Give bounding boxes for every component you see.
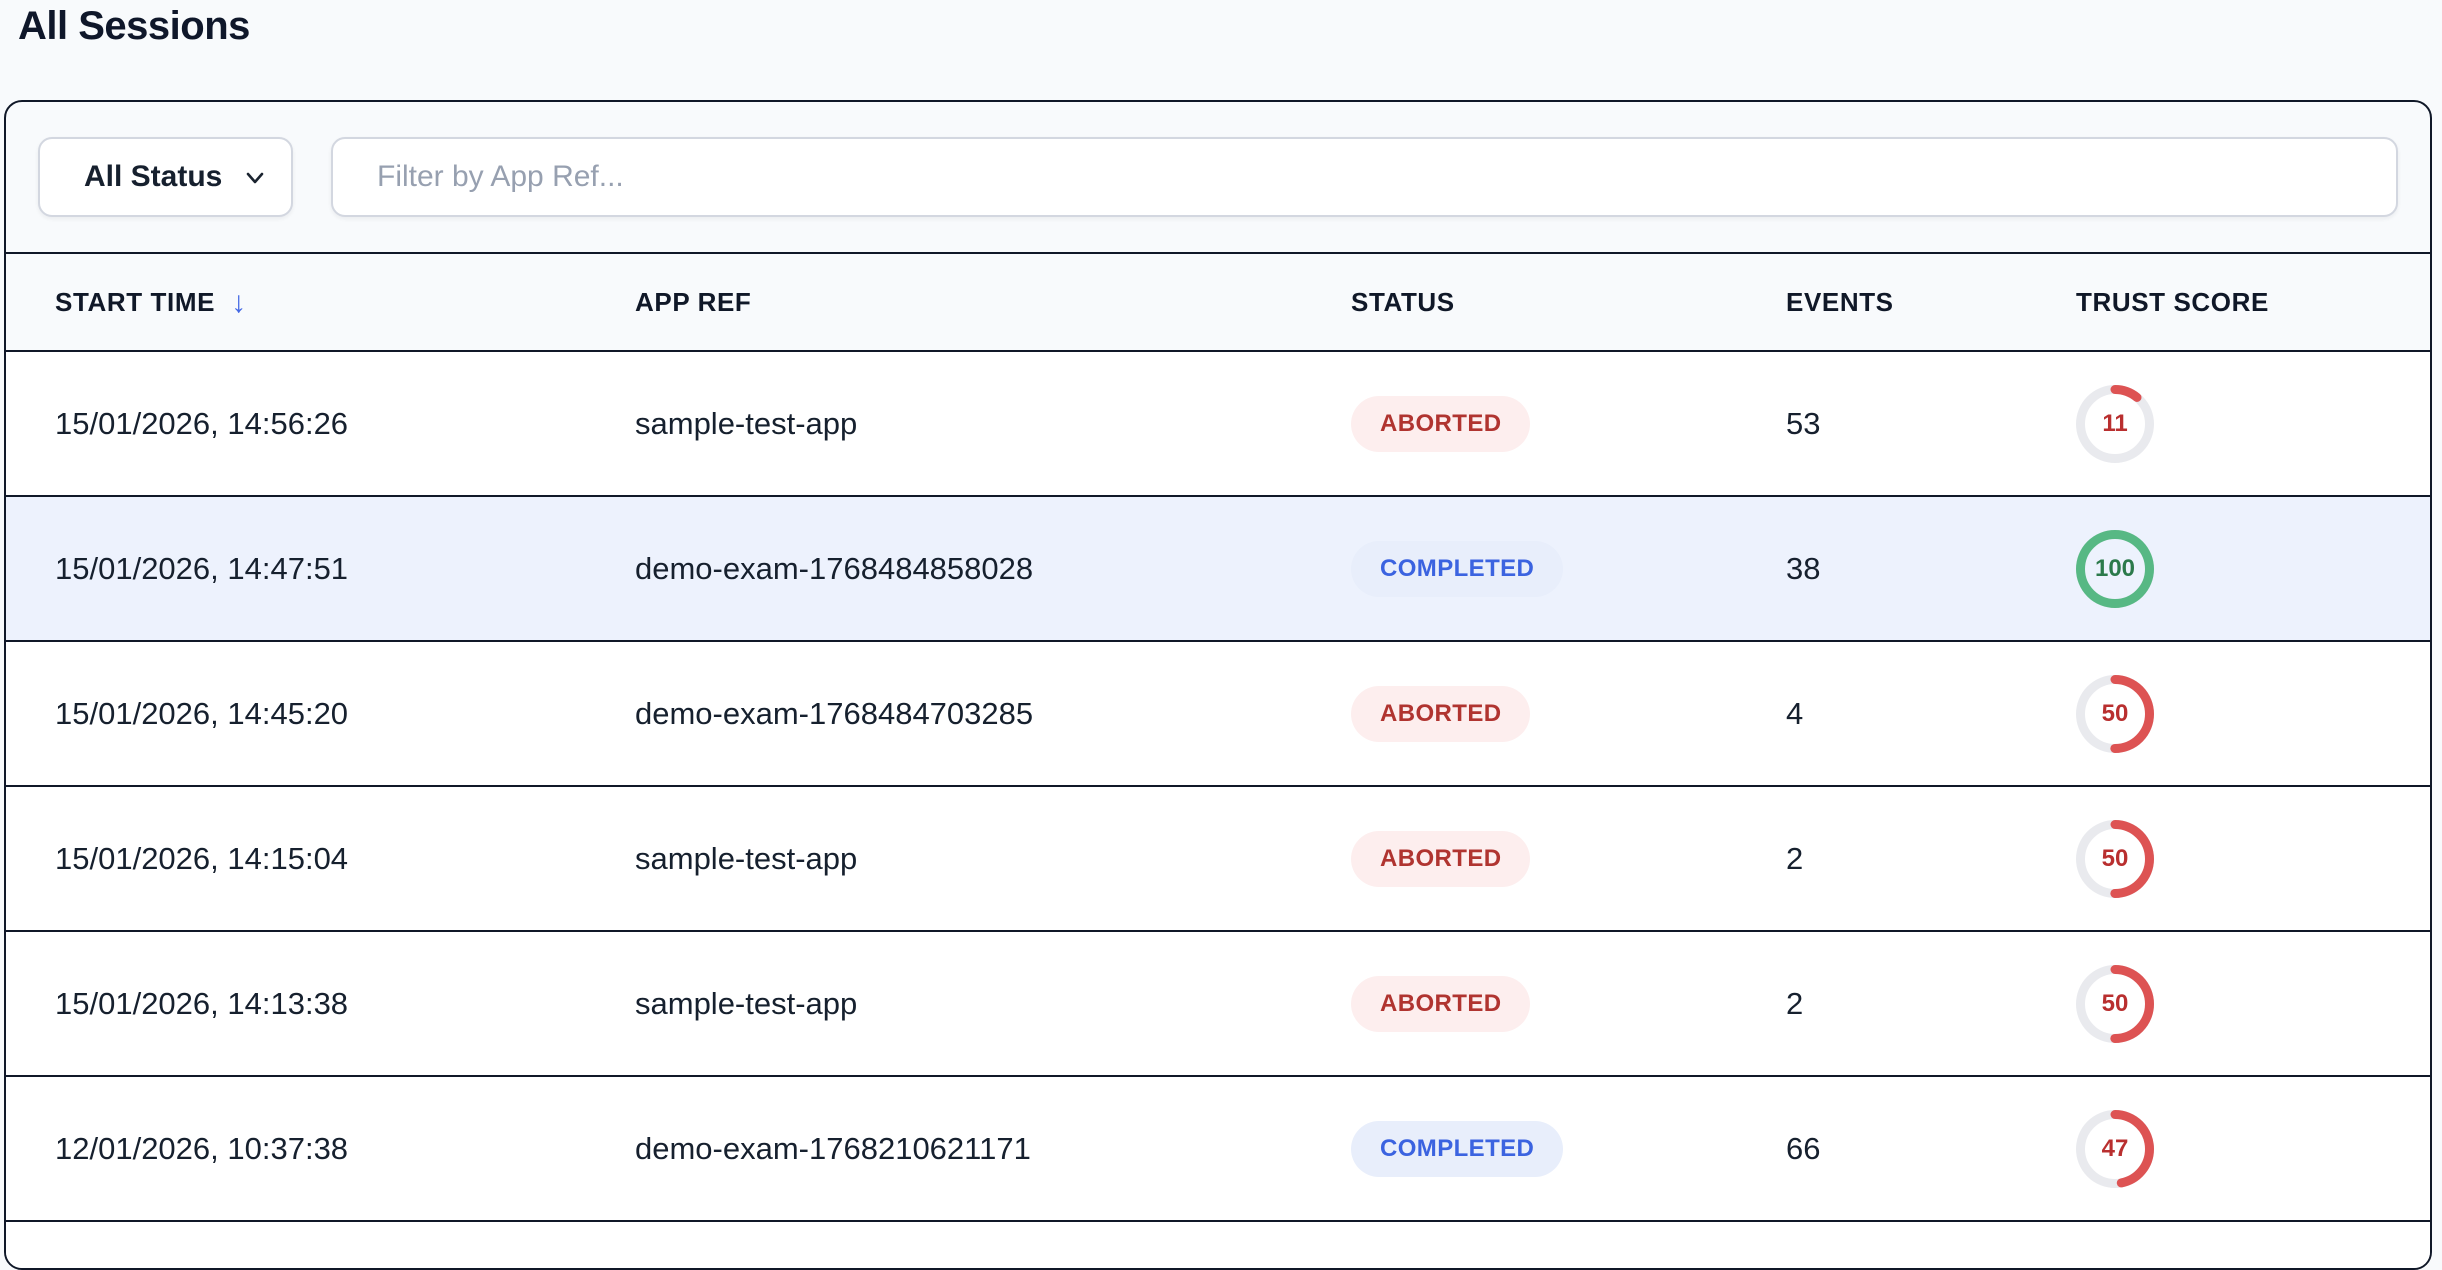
trust-score-value: 50 [2101, 989, 2129, 1017]
session-events-count: 2 [1786, 840, 1804, 876]
session-app-ref: sample-test-app [635, 405, 858, 441]
trust-score-ring-svg [2076, 964, 2154, 1043]
session-app-ref: demo-exam-1768210621171 [635, 1130, 1031, 1166]
session-start-time: 12/01/2026, 10:37:38 [55, 1130, 349, 1166]
table-filler [6, 1222, 2430, 1268]
trust-score-value: 47 [2101, 1134, 2129, 1162]
filter-bar: All Status [6, 102, 2430, 252]
session-row[interactable]: 15/01/2026, 14:13:38 sample-test-app ABO… [6, 931, 2430, 1077]
status-filter-select[interactable]: All Status [38, 137, 293, 217]
session-row[interactable]: 15/01/2026, 14:45:20 demo-exam-176848470… [6, 641, 2430, 787]
session-row[interactable]: 15/01/2026, 14:15:04 sample-test-app ABO… [6, 786, 2430, 932]
trust-score-value: 50 [2101, 844, 2129, 872]
page-title: All Sessions [18, 4, 250, 48]
session-start-time: 15/01/2026, 14:56:26 [55, 405, 349, 441]
session-app-ref: sample-test-app [635, 840, 858, 876]
app-ref-filter-input[interactable] [331, 137, 2398, 217]
trust-score-ring-svg [2076, 1109, 2154, 1188]
trust-score-value: 50 [2101, 699, 2129, 727]
session-app-ref: sample-test-app [635, 985, 858, 1021]
column-header-trust-score[interactable]: TRUST SCORE [2076, 252, 2430, 352]
session-events-count: 53 [1786, 405, 1821, 441]
session-events-count: 66 [1786, 1130, 1821, 1166]
chevron-down-icon [241, 163, 269, 191]
sessions-table-body: 15/01/2026, 14:56:26 sample-test-app ABO… [6, 351, 2430, 1222]
trust-score-value: 100 [2094, 554, 2136, 582]
trust-score-ring-svg [2076, 819, 2154, 898]
session-app-ref: demo-exam-1768484703285 [635, 695, 1034, 731]
session-events-count: 4 [1786, 695, 1804, 731]
column-header-start-time[interactable]: START TIME ↓ [6, 252, 635, 352]
trust-score-ring-svg [2076, 529, 2154, 608]
trust-score-ring: 50 [2076, 674, 2154, 753]
sessions-table: START TIME ↓ APP REF STATUS EVENTS TRUST … [6, 252, 2430, 1222]
session-events-count: 2 [1786, 985, 1804, 1021]
session-row[interactable]: 15/01/2026, 14:56:26 sample-test-app ABO… [6, 351, 2430, 497]
session-app-ref: demo-exam-1768484858028 [635, 550, 1034, 586]
trust-score-ring: 50 [2076, 819, 2154, 898]
trust-score-ring: 47 [2076, 1109, 2154, 1188]
session-row[interactable]: 12/01/2026, 10:37:38 demo-exam-176821062… [6, 1076, 2430, 1222]
trust-score-ring-svg [2076, 674, 2154, 753]
sessions-card: All Status START TIME↓ APP REF STATUS EV… [4, 100, 2432, 1270]
session-start-time: 15/01/2026, 14:45:20 [55, 695, 349, 731]
status-badge: COMPLETED [1351, 540, 1564, 597]
trust-score-value: 11 [2102, 409, 2128, 437]
session-start-time: 15/01/2026, 14:13:38 [55, 985, 349, 1021]
column-header-app-ref[interactable]: APP REF [635, 252, 1351, 352]
trust-score-ring: 11 [2076, 384, 2154, 463]
status-badge: COMPLETED [1351, 1120, 1564, 1177]
session-start-time: 15/01/2026, 14:15:04 [55, 840, 349, 876]
status-filter-value: All Status [84, 160, 223, 193]
column-header-status[interactable]: STATUS [1351, 252, 1786, 352]
status-badge: ABORTED [1351, 395, 1531, 452]
status-badge: ABORTED [1351, 830, 1531, 887]
trust-score-ring-svg [2076, 384, 2154, 463]
sort-descending-icon: ↓ [231, 286, 247, 319]
trust-score-ring: 50 [2076, 964, 2154, 1043]
status-badge: ABORTED [1351, 685, 1531, 742]
status-badge: ABORTED [1351, 975, 1531, 1032]
column-header-events[interactable]: EVENTS [1786, 252, 2076, 352]
session-row[interactable]: 15/01/2026, 14:47:51 demo-exam-176848485… [6, 496, 2430, 642]
session-events-count: 38 [1786, 550, 1821, 586]
session-start-time: 15/01/2026, 14:47:51 [55, 550, 349, 586]
trust-score-ring: 100 [2076, 529, 2154, 608]
sessions-table-header: START TIME ↓ APP REF STATUS EVENTS TRUST … [6, 252, 2430, 352]
